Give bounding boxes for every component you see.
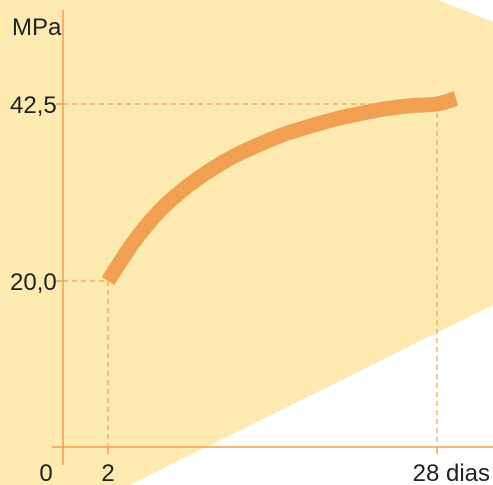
y-tick-label: 20,0 bbox=[10, 269, 57, 296]
strength-curve-line bbox=[101, 91, 459, 286]
x-tick-label: 2 bbox=[101, 460, 114, 485]
x-tick-labels: 0 2 28 dias bbox=[39, 460, 490, 485]
y-tick-labels: 20,0 42,5 bbox=[10, 92, 57, 296]
x-tick-label: 0 bbox=[39, 460, 52, 485]
x-tick-label: 28 dias bbox=[413, 460, 490, 485]
y-axis-label: MPa bbox=[12, 14, 62, 41]
y-tick-label: 42,5 bbox=[10, 92, 57, 119]
guide-lines bbox=[56, 103, 438, 454]
